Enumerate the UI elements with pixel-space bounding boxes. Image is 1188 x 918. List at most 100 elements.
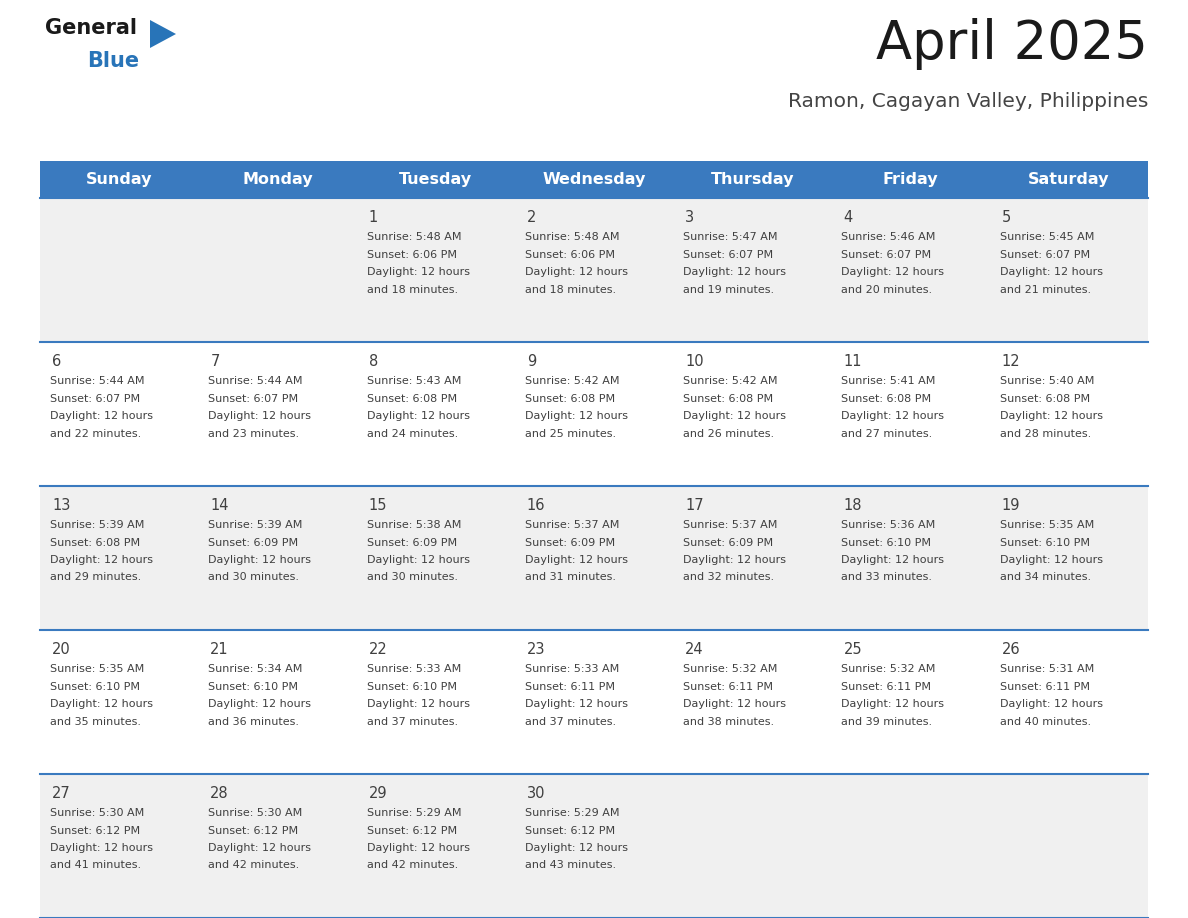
Text: and 28 minutes.: and 28 minutes. (1000, 429, 1091, 439)
Text: Sunrise: 5:48 AM: Sunrise: 5:48 AM (367, 232, 461, 242)
Text: Sunset: 6:07 PM: Sunset: 6:07 PM (841, 250, 931, 260)
Text: Monday: Monday (242, 172, 312, 187)
Text: Daylight: 12 hours: Daylight: 12 hours (841, 699, 944, 709)
Text: 12: 12 (1001, 354, 1020, 369)
Text: Sunset: 6:12 PM: Sunset: 6:12 PM (208, 825, 298, 835)
Text: 14: 14 (210, 498, 229, 513)
Text: and 40 minutes.: and 40 minutes. (1000, 717, 1091, 726)
Text: Sunrise: 5:42 AM: Sunrise: 5:42 AM (525, 376, 619, 386)
Text: and 38 minutes.: and 38 minutes. (683, 717, 775, 726)
Text: 13: 13 (52, 498, 70, 513)
Text: and 27 minutes.: and 27 minutes. (841, 429, 933, 439)
Text: 16: 16 (526, 498, 545, 513)
Text: April 2025: April 2025 (876, 18, 1148, 70)
Text: Daylight: 12 hours: Daylight: 12 hours (683, 699, 786, 709)
Text: Sunset: 6:06 PM: Sunset: 6:06 PM (367, 250, 456, 260)
Text: Sunset: 6:07 PM: Sunset: 6:07 PM (50, 394, 140, 404)
Text: 2: 2 (526, 210, 536, 225)
Text: Sunrise: 5:37 AM: Sunrise: 5:37 AM (683, 520, 777, 530)
Text: and 29 minutes.: and 29 minutes. (50, 573, 141, 583)
Text: 19: 19 (1001, 498, 1020, 513)
Text: Daylight: 12 hours: Daylight: 12 hours (683, 267, 786, 277)
Text: Daylight: 12 hours: Daylight: 12 hours (208, 843, 311, 853)
Text: Sunrise: 5:34 AM: Sunrise: 5:34 AM (208, 664, 303, 674)
Text: Wednesday: Wednesday (542, 172, 646, 187)
Text: Daylight: 12 hours: Daylight: 12 hours (50, 411, 153, 421)
Text: General: General (45, 18, 137, 38)
Text: 23: 23 (526, 642, 545, 657)
Text: Daylight: 12 hours: Daylight: 12 hours (1000, 699, 1102, 709)
Text: Daylight: 12 hours: Daylight: 12 hours (525, 267, 627, 277)
Text: and 35 minutes.: and 35 minutes. (50, 717, 141, 726)
Text: and 41 minutes.: and 41 minutes. (50, 860, 141, 870)
Text: Sunset: 6:09 PM: Sunset: 6:09 PM (683, 538, 773, 547)
Text: 30: 30 (526, 786, 545, 801)
Text: Sunrise: 5:33 AM: Sunrise: 5:33 AM (367, 664, 461, 674)
Text: and 25 minutes.: and 25 minutes. (525, 429, 617, 439)
Text: Sunrise: 5:41 AM: Sunrise: 5:41 AM (841, 376, 936, 386)
Text: Sunset: 6:11 PM: Sunset: 6:11 PM (841, 681, 931, 691)
Text: Sunset: 6:08 PM: Sunset: 6:08 PM (367, 394, 456, 404)
Text: Sunset: 6:08 PM: Sunset: 6:08 PM (1000, 394, 1089, 404)
Text: Daylight: 12 hours: Daylight: 12 hours (208, 699, 311, 709)
Text: Sunset: 6:10 PM: Sunset: 6:10 PM (208, 681, 298, 691)
Text: Sunset: 6:11 PM: Sunset: 6:11 PM (525, 681, 615, 691)
Text: Sunrise: 5:39 AM: Sunrise: 5:39 AM (208, 520, 303, 530)
Text: Sunrise: 5:42 AM: Sunrise: 5:42 AM (683, 376, 778, 386)
Text: Sunrise: 5:43 AM: Sunrise: 5:43 AM (367, 376, 461, 386)
Text: 4: 4 (843, 210, 853, 225)
Text: Sunrise: 5:39 AM: Sunrise: 5:39 AM (50, 520, 145, 530)
Text: and 30 minutes.: and 30 minutes. (367, 573, 457, 583)
Text: Sunset: 6:10 PM: Sunset: 6:10 PM (1000, 538, 1089, 547)
Text: Sunrise: 5:29 AM: Sunrise: 5:29 AM (525, 808, 619, 818)
Text: 29: 29 (368, 786, 387, 801)
Text: and 39 minutes.: and 39 minutes. (841, 717, 933, 726)
Text: and 42 minutes.: and 42 minutes. (208, 860, 299, 870)
Text: Sunrise: 5:32 AM: Sunrise: 5:32 AM (841, 664, 936, 674)
Text: 26: 26 (1001, 642, 1020, 657)
Text: Sunset: 6:09 PM: Sunset: 6:09 PM (208, 538, 298, 547)
Text: Sunset: 6:07 PM: Sunset: 6:07 PM (683, 250, 773, 260)
Text: and 20 minutes.: and 20 minutes. (841, 285, 933, 295)
Text: Sunrise: 5:36 AM: Sunrise: 5:36 AM (841, 520, 936, 530)
Text: 18: 18 (843, 498, 862, 513)
Text: Sunset: 6:11 PM: Sunset: 6:11 PM (683, 681, 773, 691)
Text: Daylight: 12 hours: Daylight: 12 hours (525, 555, 627, 565)
Text: 17: 17 (685, 498, 703, 513)
Text: Sunset: 6:10 PM: Sunset: 6:10 PM (367, 681, 456, 691)
Text: and 42 minutes.: and 42 minutes. (367, 860, 457, 870)
Text: Sunset: 6:12 PM: Sunset: 6:12 PM (525, 825, 615, 835)
Text: Daylight: 12 hours: Daylight: 12 hours (367, 267, 469, 277)
Text: 7: 7 (210, 354, 220, 369)
Text: Daylight: 12 hours: Daylight: 12 hours (1000, 555, 1102, 565)
Text: Sunrise: 5:40 AM: Sunrise: 5:40 AM (1000, 376, 1094, 386)
Text: Tuesday: Tuesday (399, 172, 473, 187)
Text: 27: 27 (52, 786, 71, 801)
Text: Sunrise: 5:31 AM: Sunrise: 5:31 AM (1000, 664, 1094, 674)
Text: 10: 10 (685, 354, 703, 369)
Text: Sunrise: 5:37 AM: Sunrise: 5:37 AM (525, 520, 619, 530)
Text: 1: 1 (368, 210, 378, 225)
Bar (40, 198, 1148, 342)
Text: Sunset: 6:06 PM: Sunset: 6:06 PM (525, 250, 615, 260)
Text: 25: 25 (843, 642, 862, 657)
Text: Sunrise: 5:33 AM: Sunrise: 5:33 AM (525, 664, 619, 674)
Text: Sunrise: 5:48 AM: Sunrise: 5:48 AM (525, 232, 619, 242)
Text: Sunset: 6:09 PM: Sunset: 6:09 PM (367, 538, 456, 547)
Text: Thursday: Thursday (710, 172, 794, 187)
Text: Sunrise: 5:38 AM: Sunrise: 5:38 AM (367, 520, 461, 530)
Text: Sunrise: 5:30 AM: Sunrise: 5:30 AM (208, 808, 303, 818)
Text: Friday: Friday (883, 172, 939, 187)
Text: 3: 3 (685, 210, 694, 225)
Polygon shape (150, 20, 176, 48)
Text: Sunrise: 5:44 AM: Sunrise: 5:44 AM (50, 376, 145, 386)
Text: Sunrise: 5:45 AM: Sunrise: 5:45 AM (1000, 232, 1094, 242)
Text: Daylight: 12 hours: Daylight: 12 hours (50, 699, 153, 709)
Text: Sunrise: 5:35 AM: Sunrise: 5:35 AM (50, 664, 144, 674)
Text: Ramon, Cagayan Valley, Philippines: Ramon, Cagayan Valley, Philippines (788, 92, 1148, 111)
Text: 15: 15 (368, 498, 387, 513)
Text: Sunset: 6:10 PM: Sunset: 6:10 PM (841, 538, 931, 547)
Text: Daylight: 12 hours: Daylight: 12 hours (367, 699, 469, 709)
Bar (40, 161, 1148, 198)
Bar (40, 486, 1148, 630)
